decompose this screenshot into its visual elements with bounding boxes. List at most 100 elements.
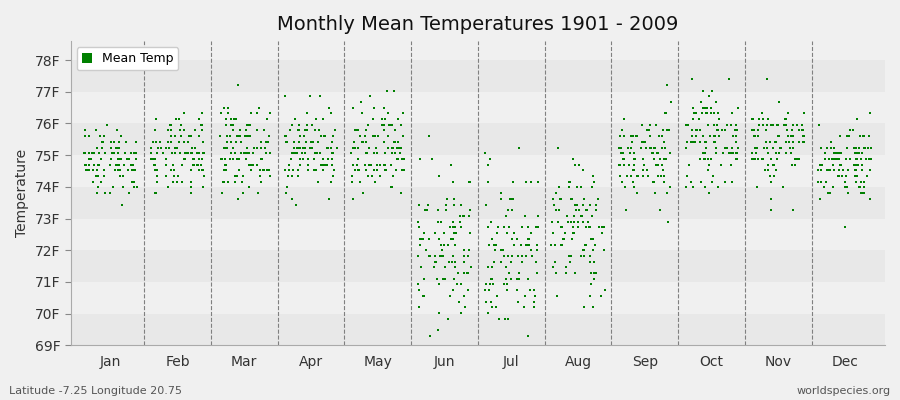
Point — [518, 293, 532, 299]
Point — [654, 162, 669, 168]
Point — [109, 144, 123, 151]
Point — [638, 139, 652, 145]
Point — [196, 173, 211, 179]
Point — [148, 127, 163, 134]
Point — [635, 167, 650, 174]
Point — [557, 236, 572, 242]
Point — [256, 167, 271, 174]
Point — [393, 150, 408, 156]
Point — [858, 144, 872, 151]
Point — [186, 156, 201, 162]
Point — [292, 127, 306, 134]
Point — [377, 139, 392, 145]
Point — [760, 144, 774, 151]
Point — [549, 207, 563, 214]
Point — [627, 167, 642, 174]
Point — [412, 224, 427, 231]
Point — [617, 184, 632, 191]
Point — [368, 178, 382, 185]
Point — [192, 133, 206, 139]
Point — [121, 167, 135, 174]
Point — [821, 167, 835, 174]
Point — [438, 276, 453, 282]
Point — [221, 104, 236, 111]
Point — [327, 167, 341, 174]
Point — [373, 173, 387, 179]
Point — [745, 116, 760, 122]
Point — [839, 173, 853, 179]
Bar — [71, 187, 885, 218]
Point — [521, 241, 535, 248]
Point — [305, 144, 320, 151]
Point — [545, 196, 560, 202]
Point — [745, 127, 760, 134]
Point — [704, 104, 718, 111]
Point — [191, 162, 205, 168]
Point — [110, 127, 124, 134]
Point — [378, 167, 392, 174]
Point — [821, 190, 835, 196]
Point — [241, 133, 256, 139]
Point — [655, 144, 670, 151]
Point — [547, 241, 562, 248]
Point — [105, 184, 120, 191]
Title: Monthly Mean Temperatures 1901 - 2009: Monthly Mean Temperatures 1901 - 2009 — [277, 15, 679, 34]
Point — [235, 178, 249, 185]
Point — [767, 162, 781, 168]
Point — [85, 150, 99, 156]
Point — [500, 287, 514, 293]
Point — [812, 122, 826, 128]
Point — [446, 287, 461, 293]
Point — [95, 139, 110, 145]
Point — [591, 196, 606, 202]
Point — [493, 258, 508, 265]
Point — [661, 218, 675, 225]
Point — [147, 162, 161, 168]
Point — [229, 139, 243, 145]
Point — [657, 144, 671, 151]
Point — [96, 133, 111, 139]
Point — [726, 133, 741, 139]
Point — [770, 122, 785, 128]
Point — [218, 156, 232, 162]
Point — [650, 150, 664, 156]
Point — [300, 122, 314, 128]
Point — [217, 167, 231, 174]
Point — [349, 127, 364, 134]
Point — [90, 167, 104, 174]
Point — [698, 184, 713, 191]
Point — [660, 110, 674, 116]
Point — [447, 258, 462, 265]
Point — [559, 270, 573, 276]
Point — [579, 207, 593, 214]
Point — [462, 247, 476, 254]
Point — [181, 139, 195, 145]
Point — [587, 270, 601, 276]
Point — [631, 173, 645, 179]
Point — [378, 162, 392, 168]
Point — [112, 162, 126, 168]
Point — [362, 162, 376, 168]
Point — [572, 162, 586, 168]
Point — [811, 167, 825, 174]
Point — [127, 184, 141, 191]
Point — [377, 162, 392, 168]
Point — [260, 116, 274, 122]
Point — [242, 150, 256, 156]
Point — [238, 150, 253, 156]
Point — [829, 156, 843, 162]
Point — [178, 156, 193, 162]
Point — [731, 104, 745, 111]
Point — [499, 213, 513, 219]
Point — [854, 190, 868, 196]
Point — [755, 110, 770, 116]
Point — [626, 162, 641, 168]
Point — [704, 156, 718, 162]
Point — [168, 133, 183, 139]
Point — [645, 150, 660, 156]
Point — [436, 241, 451, 248]
Point — [250, 162, 265, 168]
Point — [529, 247, 544, 254]
Point — [693, 139, 707, 145]
Point — [77, 162, 92, 168]
